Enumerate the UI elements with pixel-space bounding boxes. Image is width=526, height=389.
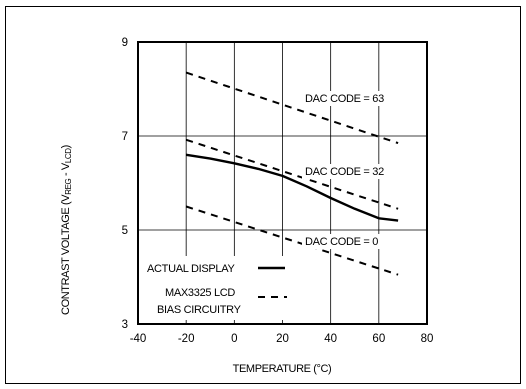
x-axis-ticks: -40 -20 0 20 40 60 80 <box>130 333 434 345</box>
y-tick-label-5: 5 <box>122 225 128 237</box>
y-tick-label-3: 3 <box>122 319 128 331</box>
annotation-dac-32: DAC CODE = 32 <box>305 166 384 178</box>
y-tick-label-7: 7 <box>122 131 128 143</box>
series-line-1 <box>185 71 399 145</box>
y-axis-title: CONTRAST VOLTAGE (VREG - VLCD) <box>60 145 73 315</box>
y-axis-ticks: 3 5 7 9 <box>122 37 128 331</box>
series-annotations: DAC CODE = 63 DAC CODE = 32 DAC CODE = 0 <box>302 91 397 249</box>
x-tick-label-40: 40 <box>324 333 337 345</box>
x-tick-label--40: -40 <box>130 333 147 345</box>
data-series <box>185 71 399 276</box>
y-axis-title-sub-lcd: LCD <box>64 148 73 163</box>
y-axis-title-end: ) <box>60 145 72 148</box>
legend-background <box>142 256 312 320</box>
legend-label-bias-2: BIAS CIRCUITRY <box>157 304 242 316</box>
y-axis-title-sub-reg: REG <box>64 178 73 194</box>
x-tick-label-60: 60 <box>372 333 385 345</box>
annotation-dac-63: DAC CODE = 63 <box>305 93 384 105</box>
series-line-0 <box>186 153 399 222</box>
annotation-dac-32-bg <box>302 164 397 179</box>
series-line-2 <box>185 138 399 210</box>
plot-area-border <box>137 41 428 325</box>
legend-label-bias-1: MAX3325 LCD <box>165 287 235 299</box>
y-tick-label-9: 9 <box>122 37 128 49</box>
chart-frame <box>5 6 521 384</box>
annotation-dac-63-bg <box>302 91 397 106</box>
plot-border-rect <box>137 41 428 325</box>
y-axis-title-mid: - V <box>60 162 72 179</box>
annotation-dac-0-bg <box>302 234 390 249</box>
legend-label-actual: ACTUAL DISPLAY <box>147 263 235 275</box>
x-tick-label-0: 0 <box>231 333 237 345</box>
x-tick-label--20: -20 <box>178 333 195 345</box>
x-tick-label-20: 20 <box>276 333 289 345</box>
legend: ACTUAL DISPLAY MAX3325 LCD BIAS CIRCUITRY <box>142 256 312 320</box>
series-line-3 <box>185 205 399 276</box>
x-tick-label-80: 80 <box>421 333 434 345</box>
y-axis-title-main: CONTRAST VOLTAGE (V <box>60 194 72 315</box>
x-axis-title: TEMPERATURE (°C) <box>233 363 332 375</box>
annotation-dac-0: DAC CODE = 0 <box>305 236 378 248</box>
